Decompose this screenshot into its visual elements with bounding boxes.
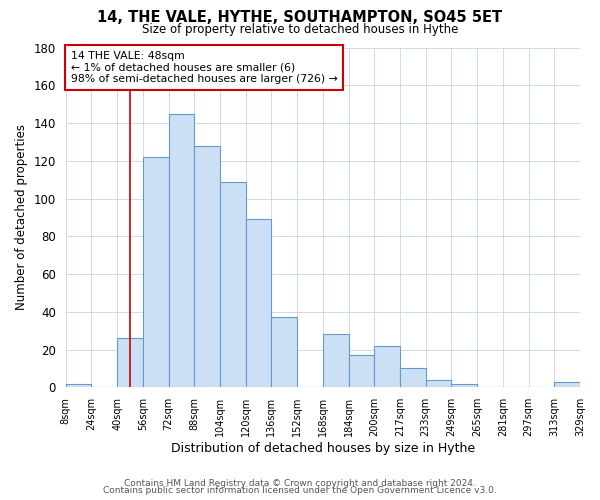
Bar: [271, 318, 297, 388]
Text: 14 THE VALE: 48sqm
← 1% of detached houses are smaller (6)
98% of semi-detached : 14 THE VALE: 48sqm ← 1% of detached hous…: [71, 51, 338, 84]
Text: Contains public sector information licensed under the Open Government Licence v3: Contains public sector information licen…: [103, 486, 497, 495]
Bar: [220, 182, 245, 388]
Bar: [143, 157, 169, 388]
Bar: [323, 334, 349, 388]
Bar: [374, 346, 400, 388]
Bar: [194, 146, 220, 388]
Bar: [117, 338, 143, 388]
Text: Contains HM Land Registry data © Crown copyright and database right 2024.: Contains HM Land Registry data © Crown c…: [124, 478, 476, 488]
Bar: [425, 380, 451, 388]
Bar: [400, 368, 425, 388]
Y-axis label: Number of detached properties: Number of detached properties: [15, 124, 28, 310]
Bar: [554, 382, 580, 388]
Text: 14, THE VALE, HYTHE, SOUTHAMPTON, SO45 5ET: 14, THE VALE, HYTHE, SOUTHAMPTON, SO45 5…: [97, 10, 503, 25]
X-axis label: Distribution of detached houses by size in Hythe: Distribution of detached houses by size …: [171, 442, 475, 455]
Bar: [245, 220, 271, 388]
Text: Size of property relative to detached houses in Hythe: Size of property relative to detached ho…: [142, 22, 458, 36]
Bar: [349, 356, 374, 388]
Bar: [169, 114, 194, 388]
Bar: [65, 384, 91, 388]
Bar: [451, 384, 477, 388]
